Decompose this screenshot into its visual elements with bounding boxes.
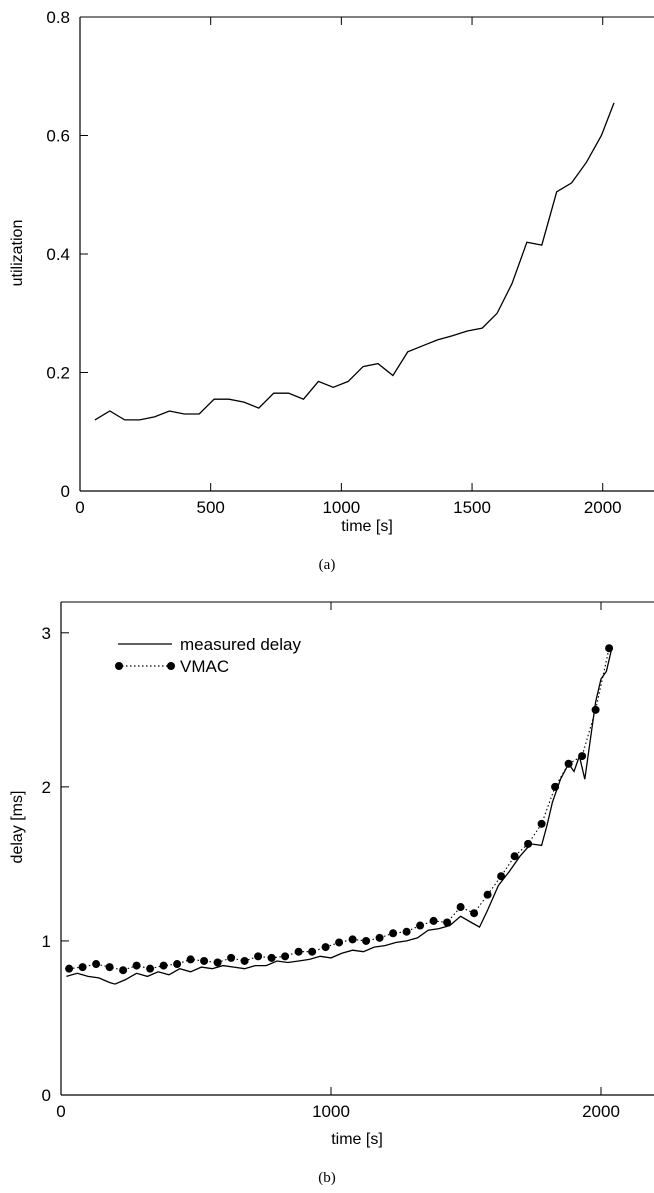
y-tick-label: 0.2 (46, 364, 70, 383)
x-tick-label: 0 (56, 1102, 65, 1121)
tick-labels: 0 500 1000 1500 2000 0 0.2 0.4 0.6 0.8 (46, 8, 621, 517)
data-point-vmac (510, 852, 519, 861)
data-point-vmac (213, 958, 222, 967)
caption-b: (b) (318, 1170, 336, 1186)
data-point-vmac (429, 916, 438, 925)
y-tick-label: 0.4 (46, 245, 70, 264)
data-point-vmac (132, 961, 141, 970)
y-tick-label: 2 (42, 778, 51, 797)
data-point-vmac (416, 921, 425, 930)
data-point-vmac (497, 872, 506, 881)
tick-labels: 0 1000 2000 0 1 2 3 (42, 624, 620, 1121)
y-axis-label: delay [ms] (9, 791, 26, 864)
axis-ticks (60, 602, 602, 1096)
delay-chart: 0 1000 2000 0 1 2 3 measured delay VMAC time [… (9, 601, 654, 1186)
data-point-vmac (524, 839, 533, 848)
legend: measured delay VMAC (115, 635, 301, 676)
data-point-vmac (335, 938, 344, 947)
data-point-vmac (173, 960, 182, 969)
data-point-vmac (281, 952, 290, 961)
data-point-vmac (227, 953, 236, 962)
axis-ticks (79, 16, 604, 492)
data-point-vmac (240, 956, 249, 965)
y-tick-label: 1 (42, 932, 51, 951)
x-tick-label: 0 (75, 498, 84, 517)
data-point-vmac (443, 918, 452, 927)
data-point-vmac (254, 952, 263, 961)
x-tick-label: 2000 (584, 498, 622, 517)
plot-frame (60, 601, 654, 1096)
legend-marker-vmac (167, 662, 175, 670)
data-point-vmac (551, 782, 560, 791)
data-point-vmac (591, 705, 600, 714)
data-point-vmac (483, 890, 492, 899)
series-lines (94, 102, 615, 421)
data-point-vmac (146, 964, 155, 973)
legend-label-measured-delay: measured delay (180, 635, 301, 654)
data-point-vmac (200, 956, 209, 965)
y-tick-label: 0 (61, 482, 70, 501)
y-tick-label: 0.8 (46, 8, 70, 27)
x-tick-label: 1000 (312, 1102, 350, 1121)
legend-label-vmac: VMAC (180, 657, 229, 676)
plot-frame (79, 16, 654, 492)
data-point-vmac (186, 955, 195, 964)
data-point-vmac (564, 759, 573, 768)
data-point-vmac (605, 644, 614, 653)
data-point-vmac (308, 947, 317, 956)
y-tick-label: 0 (42, 1086, 51, 1105)
data-point-vmac (537, 819, 546, 828)
series-line-series-0 (94, 102, 615, 421)
x-tick-label: 500 (196, 498, 224, 517)
data-point-vmac (159, 961, 168, 970)
y-tick-label: 0.6 (46, 127, 70, 146)
data-point-vmac (389, 929, 398, 938)
caption-a: (a) (319, 557, 336, 573)
data-point-vmac (321, 943, 330, 952)
data-point-vmac (78, 963, 87, 972)
data-point-vmac (65, 964, 74, 973)
data-point-vmac (375, 933, 384, 942)
data-point-vmac (402, 927, 411, 936)
data-point-vmac (92, 960, 101, 969)
legend-marker-vmac (115, 662, 123, 670)
y-tick-label: 3 (42, 624, 51, 643)
data-point-vmac (578, 752, 587, 761)
x-tick-label: 2000 (582, 1102, 620, 1121)
data-point-vmac (470, 909, 479, 918)
data-point-vmac (105, 963, 114, 972)
data-point-vmac (119, 966, 128, 975)
y-axis-label: utilization (9, 220, 26, 287)
series-line-vmac (69, 648, 610, 971)
data-point-vmac (294, 947, 303, 956)
series-lines (65, 644, 614, 985)
x-axis-label: time [s] (331, 1131, 383, 1148)
x-tick-label: 1000 (322, 498, 360, 517)
data-point-vmac (362, 936, 371, 945)
data-point-vmac (456, 903, 465, 912)
data-point-vmac (348, 935, 357, 944)
utilization-chart: 0 500 1000 1500 2000 0 0.2 0.4 0.6 0.8 time [s] u… (9, 8, 654, 573)
data-point-vmac (267, 953, 276, 962)
series-line-measured-delay (66, 648, 613, 985)
x-tick-label: 1500 (453, 498, 491, 517)
x-axis-label: time [s] (341, 518, 393, 535)
